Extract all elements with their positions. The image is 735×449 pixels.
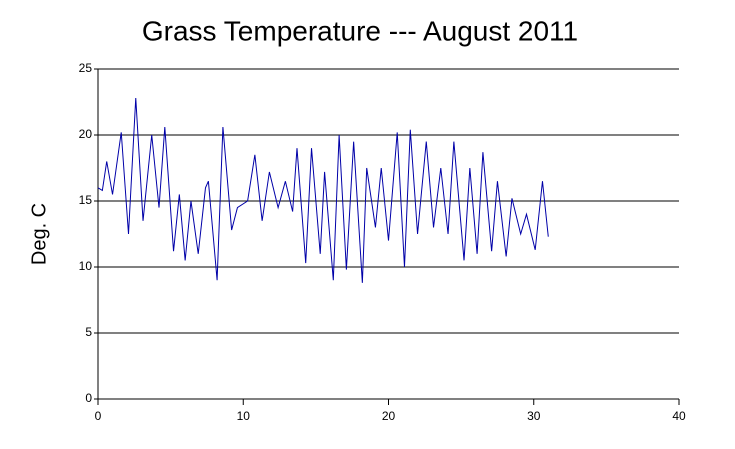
x-tick-label: 40: [672, 409, 686, 423]
y-axis-label: Deg. C: [28, 203, 50, 265]
temperature-line: [97, 98, 549, 283]
y-tick-label: 15: [79, 193, 93, 207]
y-tick-label: 20: [79, 127, 93, 141]
chart-title: Grass Temperature --- August 2011: [142, 15, 578, 46]
y-tick-label: 5: [85, 325, 92, 339]
y-tick-label: 0: [85, 391, 92, 405]
x-tick-label: 10: [237, 409, 251, 423]
y-tick-label: 25: [79, 61, 93, 75]
x-tick-label: 30: [527, 409, 541, 423]
x-tick-label: 20: [382, 409, 396, 423]
x-tick-label: 0: [95, 409, 102, 423]
y-tick-label: 10: [79, 259, 93, 273]
